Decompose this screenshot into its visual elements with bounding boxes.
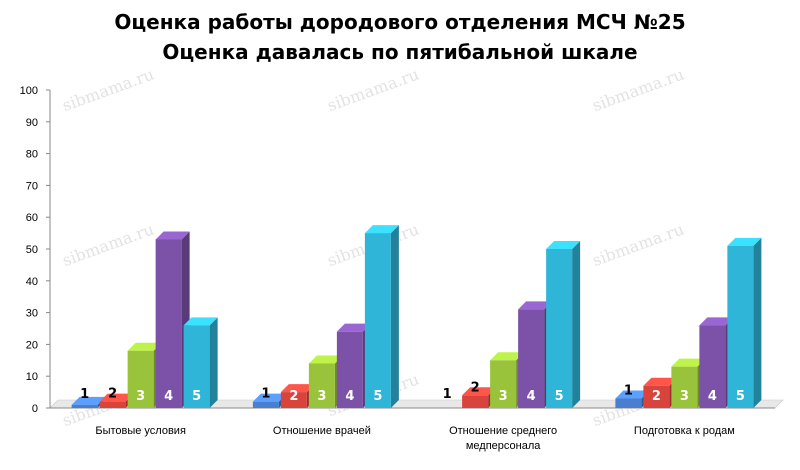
watermark-text: sibmama.ru: [60, 64, 157, 115]
y-tick-label: 40: [26, 276, 38, 288]
bar: [462, 395, 489, 408]
bar-side: [572, 241, 581, 408]
bar-data-label: 3: [499, 389, 508, 404]
bar-top: [671, 358, 706, 367]
bar-top: [183, 317, 218, 326]
y-tick-label: 60: [26, 212, 38, 224]
bar: [364, 233, 391, 408]
bar-top: [71, 396, 106, 405]
bar-data-label: 4: [527, 389, 536, 404]
bar-top: [364, 225, 399, 234]
bar-side: [390, 225, 399, 408]
bar-top: [280, 384, 315, 393]
bar: [615, 398, 642, 408]
bar: [252, 401, 279, 408]
bar-top: [462, 387, 497, 396]
bar-data-label: 4: [708, 389, 717, 404]
bar-data-label: 1: [624, 383, 633, 398]
watermark-text: sibmama.ru: [590, 219, 687, 270]
y-tick-label: 10: [26, 371, 38, 383]
bar-data-label: 4: [345, 389, 354, 404]
bar-data-label: 2: [289, 389, 298, 404]
y-tick-label: 90: [26, 117, 38, 129]
bar-data-label: 3: [317, 389, 326, 404]
bar: [546, 249, 573, 408]
bar: [699, 325, 726, 408]
bar: [671, 366, 698, 408]
bar-data-label: 1: [261, 387, 270, 402]
x-category-label: Отношение среднего: [449, 425, 557, 437]
y-tick-label: 50: [26, 244, 38, 256]
watermark-text: sibmama.ru: [590, 64, 687, 115]
watermark-text: sibmama.ru: [60, 219, 157, 270]
bar-data-label: 2: [108, 387, 117, 402]
bar-data-label: 5: [192, 389, 201, 404]
y-tick-label: 70: [26, 180, 38, 192]
chart-title: Оценка работы дородового отделения МСЧ №…: [114, 10, 686, 34]
bar-data-label: 3: [136, 389, 145, 404]
bar: [71, 404, 98, 408]
bar-top: [490, 352, 525, 361]
bar-side: [753, 237, 762, 408]
bar-top: [699, 317, 734, 326]
watermark-text: sibmama.ru: [325, 64, 422, 115]
bar-top: [643, 377, 678, 386]
bar: [155, 239, 182, 408]
bar-side: [209, 317, 218, 408]
bar-top: [336, 323, 371, 332]
bar: [280, 392, 307, 408]
bar-top: [546, 241, 581, 249]
y-tick-label: 100: [20, 85, 38, 97]
bar: [643, 385, 670, 408]
x-category-label: медперсонала: [466, 440, 541, 452]
y-tick-label: 20: [26, 339, 38, 351]
bar-top: [615, 390, 650, 399]
bar: [308, 363, 335, 408]
bar-top: [155, 231, 190, 240]
bar: [490, 360, 517, 408]
bar: [183, 325, 210, 408]
bar-data-label: 1: [443, 387, 452, 402]
bar-top: [99, 393, 134, 402]
bar-top: [727, 237, 762, 246]
bar: [99, 401, 126, 408]
bar-top: [308, 355, 343, 364]
bar-data-label: 4: [164, 389, 173, 404]
bar-top: [518, 301, 553, 310]
bar-data-label: 3: [680, 389, 689, 404]
bar: [727, 245, 754, 408]
bar-data-label: 5: [736, 389, 745, 404]
x-category-label: Подготовка к родам: [634, 425, 735, 437]
bar-top: [252, 393, 287, 402]
bar-data-label: 2: [471, 380, 480, 395]
y-tick-label: 80: [26, 149, 38, 161]
bar: [518, 309, 545, 408]
bar: [336, 331, 363, 408]
bar-data-label: 5: [373, 389, 382, 404]
y-tick-label: 30: [26, 308, 38, 320]
bar-data-label: 1: [80, 387, 89, 402]
bar-top: [127, 342, 162, 351]
bar-data-label: 2: [652, 389, 661, 404]
x-category-label: Отношение врачей: [273, 425, 371, 437]
bar-data-label: 5: [555, 389, 564, 404]
y-tick-label: 0: [32, 403, 38, 415]
x-category-label: Бытовые условия: [95, 425, 186, 437]
chart-subtitle: Оценка давалась по пятибальной шкале: [162, 40, 638, 64]
bar: [127, 350, 154, 408]
